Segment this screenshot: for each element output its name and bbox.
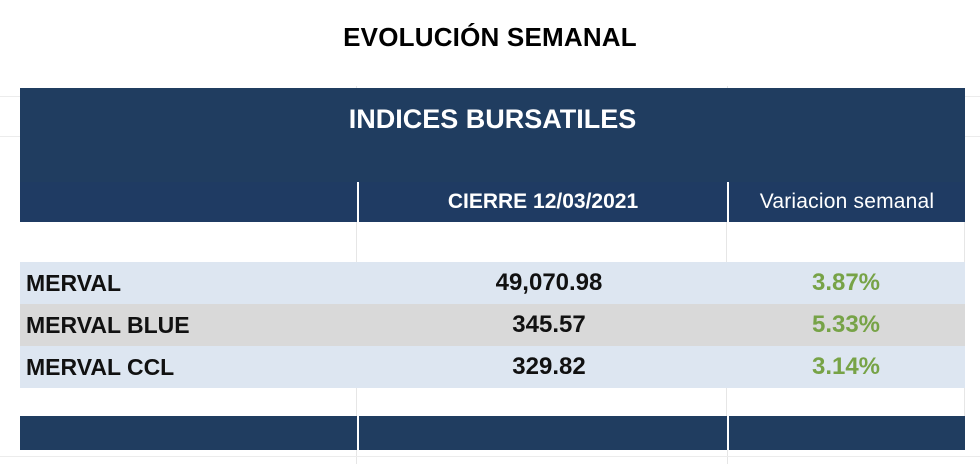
table-footer-row [20,416,965,450]
index-name: MERVAL BLUE [26,311,190,338]
blank-cell [727,388,965,416]
indices-table: INDICES BURSATILES CIERRE 12/03/2021 Var… [20,88,965,450]
table-header-row: CIERRE 12/03/2021 Variacion semanal [20,182,965,222]
table-banner: INDICES BURSATILES [20,88,965,182]
table-row: MERVAL CCL 329.82 3.14% [20,346,965,388]
header-cell-name [20,182,357,222]
index-name: MERVAL [26,269,121,296]
footer-cell [20,416,357,450]
blank-cell [20,388,357,416]
index-close: 49,070.98 [495,269,603,296]
blank-cell [20,222,357,262]
banner-title: INDICES BURSATILES [348,104,637,134]
index-weekly-change: 5.33% [811,311,881,338]
index-close: 329.82 [512,353,586,380]
index-weekly-change: 3.14% [811,353,881,380]
blank-cell [357,388,727,416]
footer-cell [357,416,727,450]
index-name: MERVAL CCL [26,353,175,380]
grid-line [0,456,980,457]
index-weekly-change: 3.87% [811,269,881,296]
blank-row [20,222,965,262]
header-cell-close: CIERRE 12/03/2021 [357,182,727,222]
blank-row [20,388,965,416]
blank-cell [357,222,727,262]
table-row: MERVAL 49,070.98 3.87% [20,262,965,304]
index-close: 345.57 [512,311,586,338]
footer-cell [727,416,965,450]
header-cell-weekly-change: Variacion semanal [727,182,965,222]
blank-cell [727,222,965,262]
table-row: MERVAL BLUE 345.57 5.33% [20,304,965,346]
page-title: EVOLUCIÓN SEMANAL [343,22,637,52]
